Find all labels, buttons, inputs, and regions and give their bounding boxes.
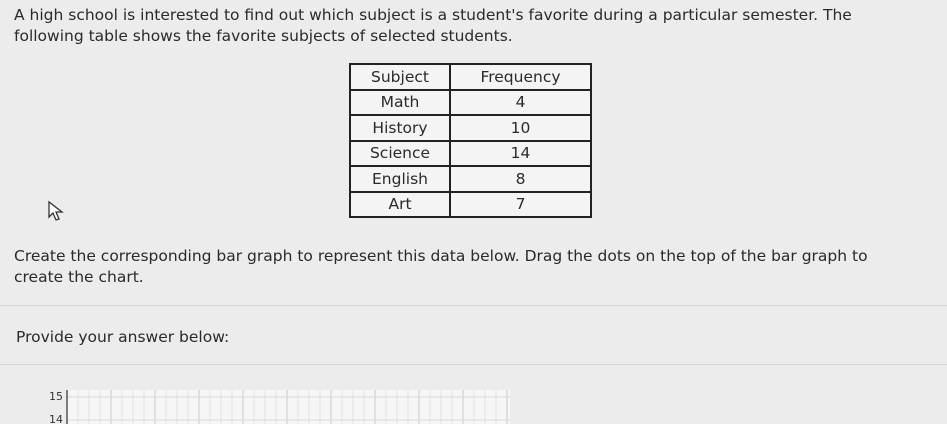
table-cell: Science	[349, 139, 451, 167]
cursor-icon	[48, 200, 64, 221]
table-row: English 8	[349, 165, 592, 193]
frequency-table: Subject Frequency Math 4 History 10 Science 14…	[349, 63, 592, 218]
plot-area	[67, 390, 510, 424]
y-tick-label: 15	[49, 390, 63, 403]
table-row: Science 14	[349, 139, 592, 167]
instruction-text: Create the corresponding bar graph to re…	[14, 247, 868, 286]
table-cell: English	[349, 165, 451, 193]
table-cell: 8	[449, 165, 592, 193]
y-tick-label: 14	[49, 413, 63, 424]
question-text: A high school is interested to find out …	[14, 6, 852, 45]
table-cell: 10	[449, 114, 592, 142]
table-row: Art 7	[349, 190, 592, 218]
separator	[0, 364, 947, 365]
table-row: Math 4	[349, 88, 592, 116]
table-cell: 4	[449, 88, 592, 116]
table-cell: 7	[449, 190, 592, 218]
header-cell: Frequency	[449, 63, 592, 91]
answer-prompt: Provide your answer below:	[16, 328, 230, 346]
table-row: History 10	[349, 114, 592, 142]
separator	[0, 305, 947, 306]
table-cell: 14	[449, 139, 592, 167]
table-cell: History	[349, 114, 451, 142]
table-cell: Math	[349, 88, 451, 116]
header-cell: Subject	[349, 63, 451, 91]
table-cell: Art	[349, 190, 451, 218]
